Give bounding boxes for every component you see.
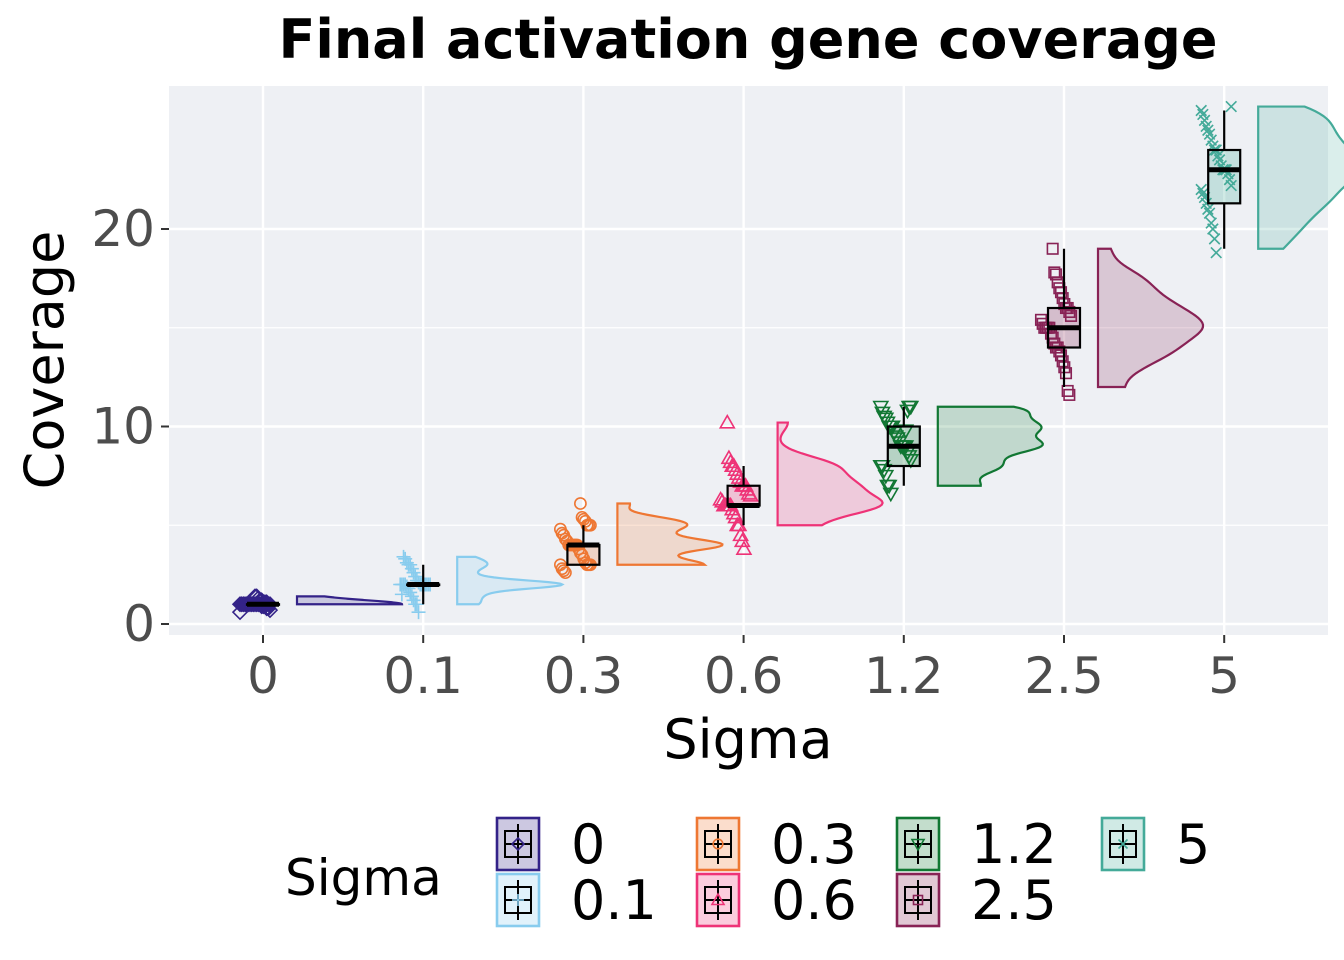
density-cloud — [616, 502, 724, 566]
data-point — [1195, 104, 1208, 117]
data-point — [411, 605, 426, 620]
density-cloud — [936, 405, 1044, 487]
data-point — [874, 406, 891, 422]
legend-key-marker — [510, 836, 526, 852]
data-point — [258, 594, 275, 611]
x-tick-label: 0.3 — [544, 647, 624, 705]
x-tick-label: 0.6 — [704, 647, 784, 705]
legend: Sigma 00.1 0.30.6 1.22.5 5 — [285, 813, 1210, 932]
legend-item: 0.1 — [495, 869, 657, 932]
data-point — [872, 459, 890, 475]
data-point — [1225, 100, 1238, 113]
x-axis-label: Sigma — [663, 708, 832, 771]
density-cloud — [295, 595, 404, 606]
data-point — [1195, 183, 1208, 196]
y-tick-label: 0 — [123, 595, 155, 653]
data-point — [554, 558, 567, 572]
y-axis-label: Coverage — [13, 231, 76, 490]
legend-label: 2.5 — [971, 869, 1057, 932]
legend-item: 0.3 — [695, 813, 857, 876]
data-point — [1210, 246, 1223, 259]
legend-label: 0 — [571, 813, 605, 876]
y-tick-label: 10 — [91, 398, 155, 456]
legend-label: 1.2 — [971, 813, 1057, 876]
legend-key-marker — [512, 894, 524, 906]
x-axis: 0 0.1 0.3 0.6 1.2 2.5 5 — [247, 635, 1240, 705]
data-point — [1197, 187, 1209, 200]
data-point — [1202, 124, 1214, 137]
box — [1207, 148, 1242, 205]
data-point — [872, 400, 890, 416]
data-point — [1197, 108, 1209, 121]
legend-key-marker — [912, 894, 924, 906]
legend-item: 1.2 — [895, 813, 1057, 876]
data-point — [1063, 388, 1076, 401]
data-point — [1061, 384, 1074, 398]
data-point — [1048, 266, 1061, 279]
density-cloud — [1257, 105, 1344, 250]
data-point — [575, 510, 589, 524]
data-point — [718, 413, 736, 429]
legend-key-marker — [710, 892, 726, 906]
density-cloud — [776, 421, 884, 527]
data-point — [1203, 128, 1216, 141]
x-tick-label: 5 — [1208, 647, 1240, 705]
data-point — [877, 469, 895, 485]
legend-item: 2.5 — [895, 869, 1057, 932]
data-point — [233, 596, 250, 613]
data-point — [1046, 242, 1059, 255]
data-point — [720, 449, 738, 465]
data-point — [253, 592, 270, 609]
data-point — [1203, 207, 1216, 220]
x-tick-label: 2.5 — [1024, 647, 1104, 705]
data-point — [574, 497, 587, 510]
legend-label: 0.3 — [771, 813, 857, 876]
legend-label: 5 — [1176, 813, 1210, 876]
legend-key-marker — [712, 838, 724, 850]
data-point — [394, 587, 409, 602]
density-cloud — [456, 555, 565, 606]
box — [566, 543, 601, 566]
data-point — [735, 540, 753, 556]
data-point — [1208, 233, 1221, 245]
y-tick-label: 20 — [91, 200, 155, 258]
legend-key-marker — [910, 838, 926, 852]
data-point — [393, 577, 408, 592]
density-clouds — [295, 105, 1344, 606]
data-point — [1049, 268, 1063, 281]
data-point — [897, 424, 915, 440]
data-point — [401, 557, 416, 572]
data-point — [712, 490, 729, 506]
data-point — [1034, 313, 1048, 326]
data-point — [1205, 217, 1218, 229]
data-point — [398, 551, 413, 566]
data-point — [1213, 154, 1226, 166]
legend-label: 0.6 — [771, 869, 857, 932]
data-point — [732, 526, 749, 542]
data-point — [577, 512, 591, 526]
data-point — [554, 522, 567, 536]
legend-title: Sigma — [285, 849, 442, 907]
data-point — [728, 516, 746, 532]
box-plots — [245, 110, 1242, 607]
chart-title: Final activation gene coverage — [278, 8, 1217, 71]
legend-key-marker — [1117, 838, 1129, 850]
data-point — [579, 514, 592, 528]
data-point — [396, 549, 411, 564]
x-tick-label: 1.2 — [864, 647, 944, 705]
legend-item: 0 — [495, 813, 605, 876]
box — [726, 484, 761, 507]
density-cloud — [1096, 247, 1205, 389]
legend-item: 5 — [1100, 813, 1210, 876]
legend-item: 0.6 — [695, 869, 857, 932]
x-tick-label: 0.1 — [383, 647, 463, 705]
y-axis: 0 10 20 — [91, 200, 169, 653]
data-point — [231, 596, 249, 613]
legend-label: 0.1 — [571, 869, 657, 932]
x-tick-label: 0 — [247, 647, 279, 705]
